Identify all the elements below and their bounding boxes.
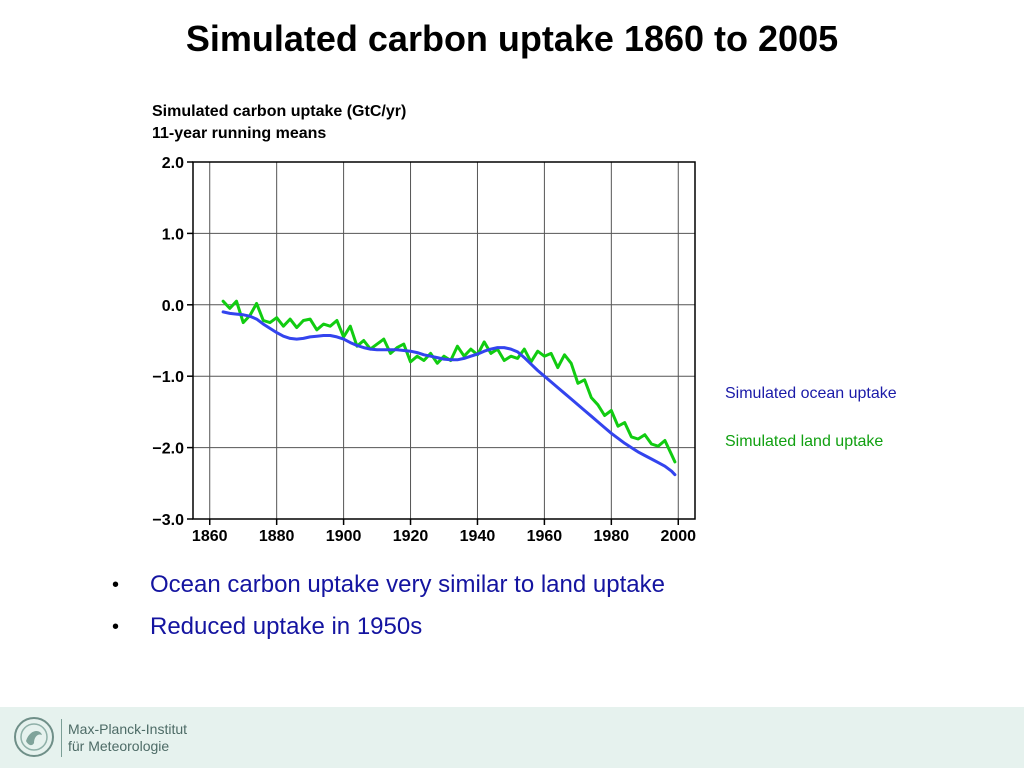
chart-ticks: 1860 1880 1900 1920 1940 1960 1980 2000 2.0 1.0 0.… xyxy=(152,155,696,545)
footer-bar: Max-Planck-Institut für Meteorologie xyxy=(0,707,1024,768)
chart-title-block: Simulated carbon uptake (GtC/yr) 11-year… xyxy=(152,101,406,145)
bullet-item: • Reduced uptake in 1950s xyxy=(112,610,665,652)
y-tick-label: 0.0 xyxy=(162,298,184,315)
x-tick-label: 2000 xyxy=(660,528,696,545)
bullet-list: • Ocean carbon uptake very similar to la… xyxy=(112,568,665,652)
x-tick-label: 1900 xyxy=(326,528,362,545)
x-tick-label: 1920 xyxy=(393,528,429,545)
y-tick-label: 1.0 xyxy=(162,226,184,243)
institute-name: Max-Planck-Institut für Meteorologie xyxy=(68,721,187,755)
chart-series xyxy=(221,299,677,477)
x-tick-label: 1960 xyxy=(527,528,563,545)
y-tick-label: 2.0 xyxy=(162,155,184,172)
y-tick-label: −1.0 xyxy=(152,369,184,386)
x-tick-label: 1980 xyxy=(594,528,630,545)
series-line-simulated-land-uptake xyxy=(221,299,677,464)
bullet-dot-icon: • xyxy=(112,574,120,596)
x-tick-label: 1860 xyxy=(192,528,228,545)
y-tick-label: −3.0 xyxy=(152,512,184,529)
mpi-logo-icon xyxy=(14,717,54,757)
institute-name-line1: Max-Planck-Institut xyxy=(68,721,188,737)
x-tick-label: 1880 xyxy=(259,528,295,545)
institute-name-line2: für Meteorologie xyxy=(68,738,170,754)
logo-divider xyxy=(61,719,62,757)
legend-land-uptake: Simulated land uptake xyxy=(725,433,884,450)
bullet-dot-icon: • xyxy=(112,616,120,638)
carbon-uptake-chart: 1860 1880 1900 1920 1940 1960 1980 2000 2.0 1.0 0.… xyxy=(152,155,696,545)
chart-title: Simulated carbon uptake (GtC/yr) xyxy=(152,103,407,120)
plot-frame xyxy=(192,161,696,520)
chart-subtitle: 11-year running means xyxy=(152,125,327,142)
series-line-simulated-ocean-uptake xyxy=(221,310,677,477)
y-tick-label: −2.0 xyxy=(152,441,184,458)
bullet-item: • Ocean carbon uptake very similar to la… xyxy=(112,568,665,610)
chart-grid xyxy=(193,161,695,520)
slide-title: Simulated carbon uptake 1860 to 2005 xyxy=(185,18,839,59)
x-tick-label: 1940 xyxy=(460,528,496,545)
legend-ocean-uptake: Simulated ocean uptake xyxy=(725,385,897,402)
bullet-text: Reduced uptake in 1950s xyxy=(150,613,423,640)
bullet-text: Ocean carbon uptake very similar to land… xyxy=(150,571,665,598)
